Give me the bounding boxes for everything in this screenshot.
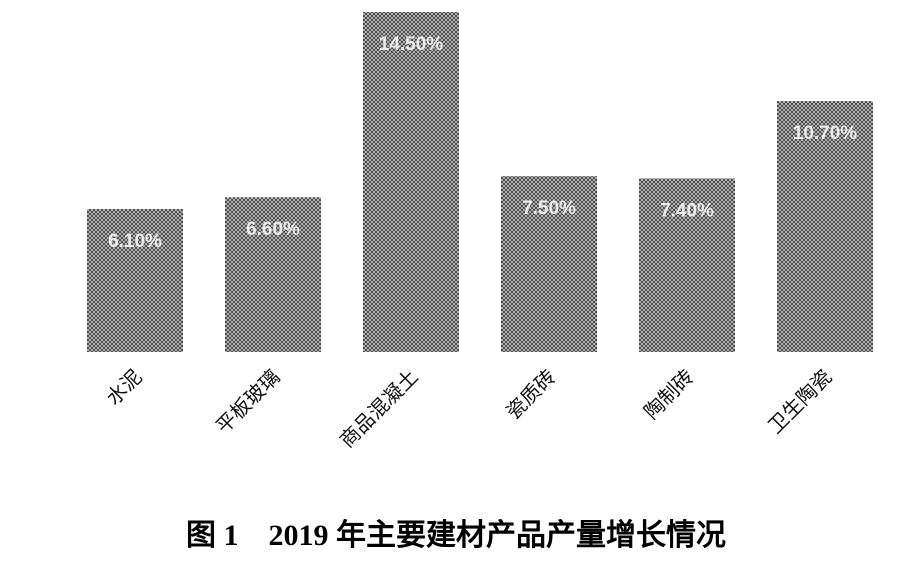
bar <box>363 12 459 352</box>
value-label: 6.60% <box>246 219 300 240</box>
x-tick-label: 商品混凝土 <box>336 365 423 452</box>
x-tick-label: 卫生陶瓷 <box>764 365 837 438</box>
value-label: 7.40% <box>660 200 714 221</box>
bar <box>777 101 873 352</box>
bar <box>87 208 183 352</box>
chart-title: 图 1 2019 年主要建材产品产量增长情况 <box>186 519 726 552</box>
bar <box>225 197 321 352</box>
x-tick-label: 陶制砖 <box>640 365 699 424</box>
value-label: 14.50% <box>379 34 444 55</box>
bar <box>501 176 597 352</box>
x-tick-label: 水泥 <box>102 365 147 410</box>
value-label: 10.70% <box>793 123 858 144</box>
bar <box>639 178 735 352</box>
x-tick-label: 瓷质砖 <box>502 365 561 424</box>
value-label: 6.10% <box>108 231 162 252</box>
value-label: 7.50% <box>522 198 576 219</box>
x-tick-label: 平板玻璃 <box>212 365 285 438</box>
